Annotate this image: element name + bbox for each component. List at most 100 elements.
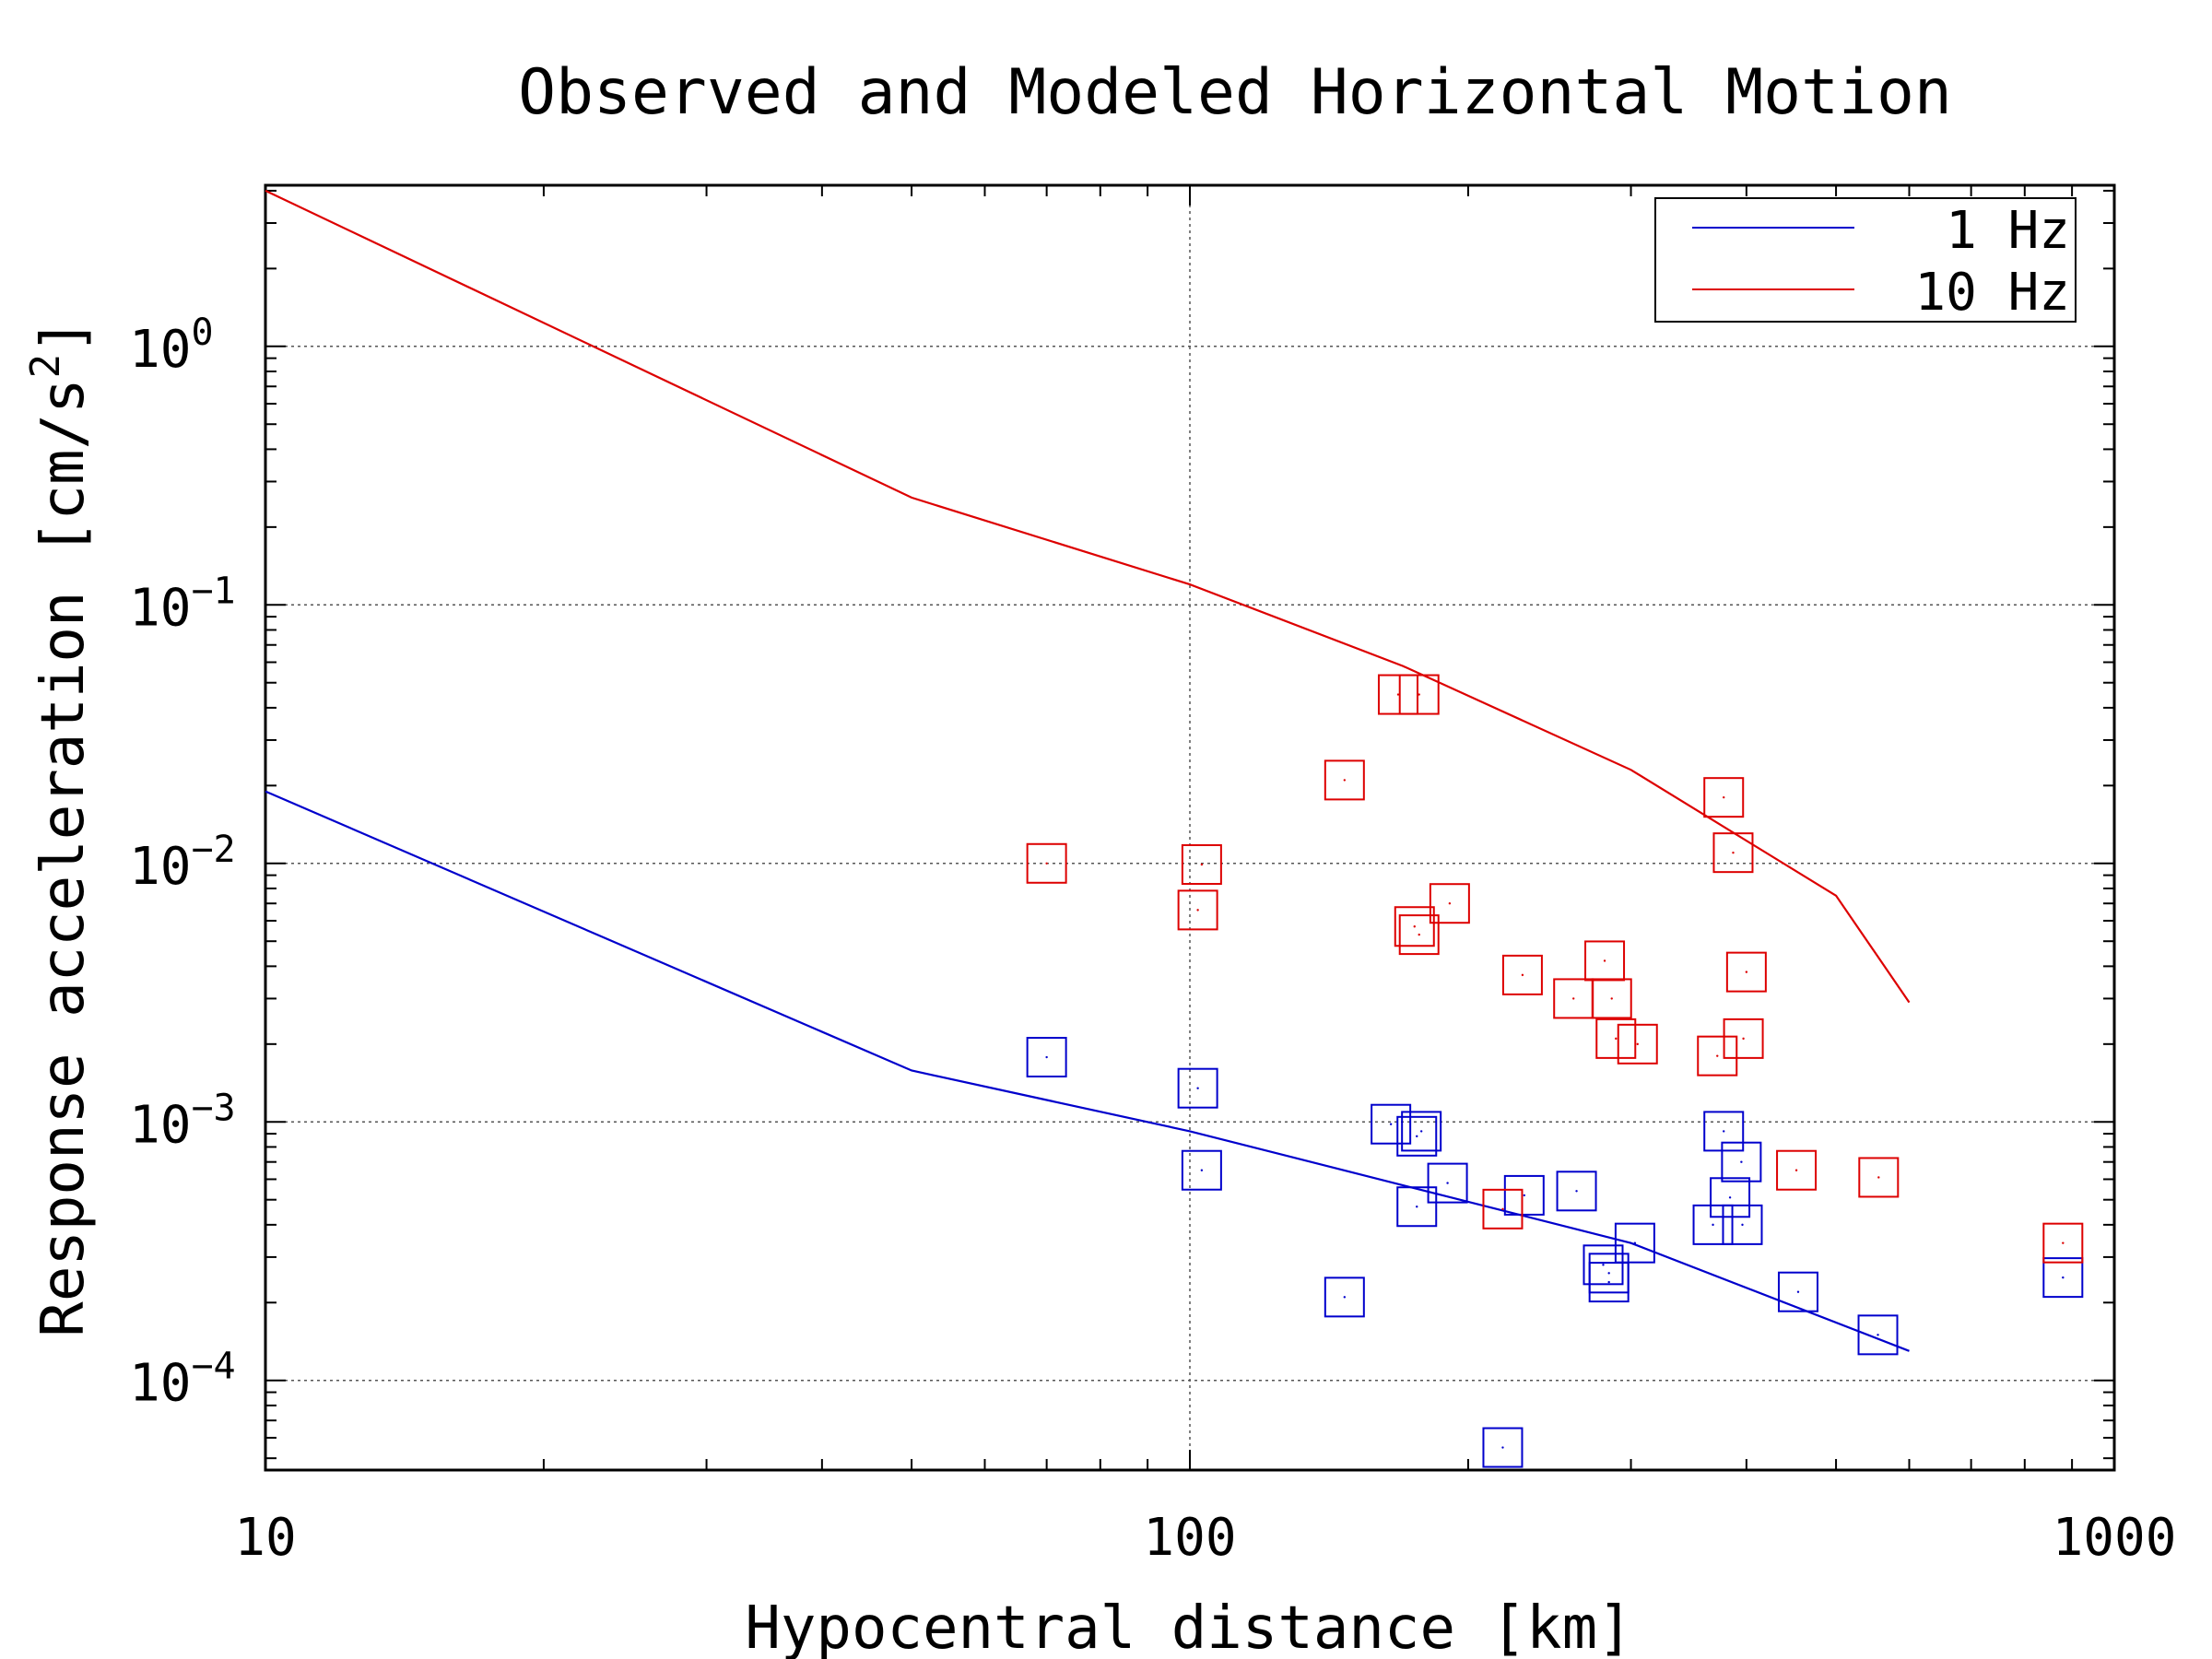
- observed-marker-10hz: [1394, 906, 1435, 947]
- observed-marker-10hz: [1591, 978, 1632, 1019]
- y-tick-exponent: −2: [191, 829, 235, 871]
- y-tick-label: 10−3: [129, 1087, 236, 1155]
- observed-point-1hz: [1200, 1169, 1204, 1171]
- observed-point-10hz: [1794, 1169, 1798, 1171]
- observed-marker-10hz: [1725, 951, 1767, 993]
- observed-point-10hz: [1603, 959, 1606, 962]
- observed-marker-1hz: [1181, 1149, 1222, 1191]
- observed-point-1hz: [1575, 1190, 1578, 1193]
- observed-point-1hz: [1501, 1446, 1504, 1449]
- observed-point-10hz: [1615, 1037, 1618, 1041]
- observed-point-10hz: [1610, 997, 1613, 1000]
- observed-point-10hz: [1418, 693, 1420, 696]
- series-lines: [265, 189, 1911, 1352]
- observed-point-10hz: [1396, 693, 1400, 696]
- x-axis-label: Hypocentral distance [km]: [745, 1594, 1632, 1659]
- legend-label-1hz: 1 Hz: [1946, 201, 2070, 261]
- y-axis-label-close: ]: [29, 318, 98, 354]
- observed-point-1hz: [1741, 1223, 1744, 1227]
- observed-point-10hz: [1742, 1037, 1745, 1041]
- observed-marker-10hz: [1776, 1149, 1818, 1191]
- observed-point-10hz: [1716, 1054, 1719, 1057]
- observed-marker-10hz: [1482, 1188, 1524, 1230]
- observed-point-1hz: [1416, 1135, 1418, 1138]
- y-tick-exponent: −3: [191, 1087, 235, 1129]
- observed-point-1hz: [1740, 1160, 1743, 1163]
- observed-point-1hz: [1416, 1206, 1418, 1208]
- model-line-1hz: [265, 790, 1910, 1352]
- observed-point-10hz: [1745, 971, 1748, 973]
- observed-marker-10hz: [1181, 843, 1222, 885]
- observed-marker-10hz: [2042, 1222, 2084, 1264]
- observed-marker-10hz: [1712, 832, 1754, 874]
- observed-point-10hz: [1636, 1042, 1639, 1046]
- observed-point-10hz: [1501, 1207, 1504, 1211]
- chart-title: Observed and Modeled Horizontal Motion: [518, 56, 1952, 129]
- x-tick-label: 100: [1143, 1508, 1236, 1568]
- grid-lines: [265, 185, 2114, 1470]
- x-tick-labels: 10 100 1000: [234, 1508, 2176, 1568]
- observed-point-10hz: [1448, 902, 1452, 905]
- observed-marker-1hz: [1482, 1427, 1524, 1468]
- y-tick-label: 10−1: [129, 570, 236, 638]
- observed-marker-10hz: [1324, 759, 1365, 801]
- y-axis-label-main: Response acceleration [cm/s: [29, 378, 98, 1336]
- observed-point-1hz: [1389, 1123, 1393, 1125]
- y-tick-exponent: −1: [191, 570, 235, 612]
- observed-marker-10hz: [1584, 940, 1626, 982]
- observed-point-1hz: [1045, 1055, 1048, 1059]
- observed-markers: [1026, 674, 2084, 1468]
- y-tick-exponent: 0: [191, 312, 213, 354]
- observed-point-10hz: [2062, 1241, 2065, 1244]
- observed-marker-10hz: [1858, 1157, 1900, 1198]
- observed-point-1hz: [1419, 1130, 1423, 1133]
- observed-marker-1hz: [1401, 1111, 1442, 1152]
- observed-marker-10hz: [1429, 883, 1470, 924]
- observed-point-10hz: [1196, 909, 1199, 912]
- observed-marker-1hz: [1427, 1162, 1468, 1204]
- observed-point-10hz: [1877, 1176, 1880, 1179]
- y-tick-base: 10: [129, 1354, 191, 1414]
- observed-marker-1hz: [1710, 1177, 1751, 1218]
- observed-marker-1hz: [1722, 1204, 1763, 1245]
- observed-point-1hz: [1602, 1264, 1605, 1266]
- observed-point-1hz: [1796, 1290, 1800, 1293]
- observed-marker-1hz: [1324, 1277, 1365, 1318]
- legend-box: [1654, 197, 2077, 323]
- y-tick-base: 10: [129, 837, 191, 897]
- observed-point-10hz: [1418, 933, 1420, 936]
- y-tick-exponent: −4: [191, 1346, 235, 1388]
- observed-point-10hz: [1732, 851, 1735, 854]
- observed-marker-10hz: [1723, 1018, 1764, 1059]
- observed-point-1hz: [2062, 1276, 2065, 1279]
- y-tick-label: 100: [129, 312, 214, 380]
- observed-marker-10hz: [1501, 954, 1543, 995]
- observed-point-1hz: [1712, 1223, 1714, 1227]
- y-tick-label: 10−4: [129, 1346, 236, 1414]
- y-tick-base: 10: [129, 1095, 191, 1155]
- observed-point-1hz: [1728, 1196, 1732, 1199]
- observed-point-10hz: [1572, 997, 1575, 1000]
- observed-marker-10hz: [1377, 674, 1418, 715]
- observed-marker-10hz: [1595, 1018, 1637, 1059]
- observed-marker-10hz: [1398, 914, 1440, 956]
- observed-marker-1hz: [1503, 1174, 1545, 1216]
- minor-ticks: [265, 185, 2115, 1470]
- y-tick-label: 10−2: [129, 829, 236, 897]
- observed-point-10hz: [1343, 779, 1347, 782]
- observed-marker-10hz: [1398, 674, 1440, 715]
- observed-marker-1hz: [1721, 1141, 1762, 1182]
- observed-point-10hz: [1723, 795, 1725, 799]
- y-axis-label: Response acceleration [cm/s2]: [22, 318, 98, 1336]
- observed-marker-1hz: [1026, 1037, 1067, 1078]
- observed-marker-1hz: [1692, 1204, 1734, 1245]
- observed-marker-10hz: [1177, 889, 1218, 931]
- observed-point-1hz: [1446, 1182, 1449, 1184]
- model-line-10hz: [265, 189, 1911, 1004]
- y-axis-label-superscript: 2: [22, 354, 69, 379]
- observed-point-1hz: [1196, 1087, 1199, 1089]
- y-tick-base: 10: [129, 578, 191, 638]
- observed-marker-1hz: [1396, 1115, 1438, 1157]
